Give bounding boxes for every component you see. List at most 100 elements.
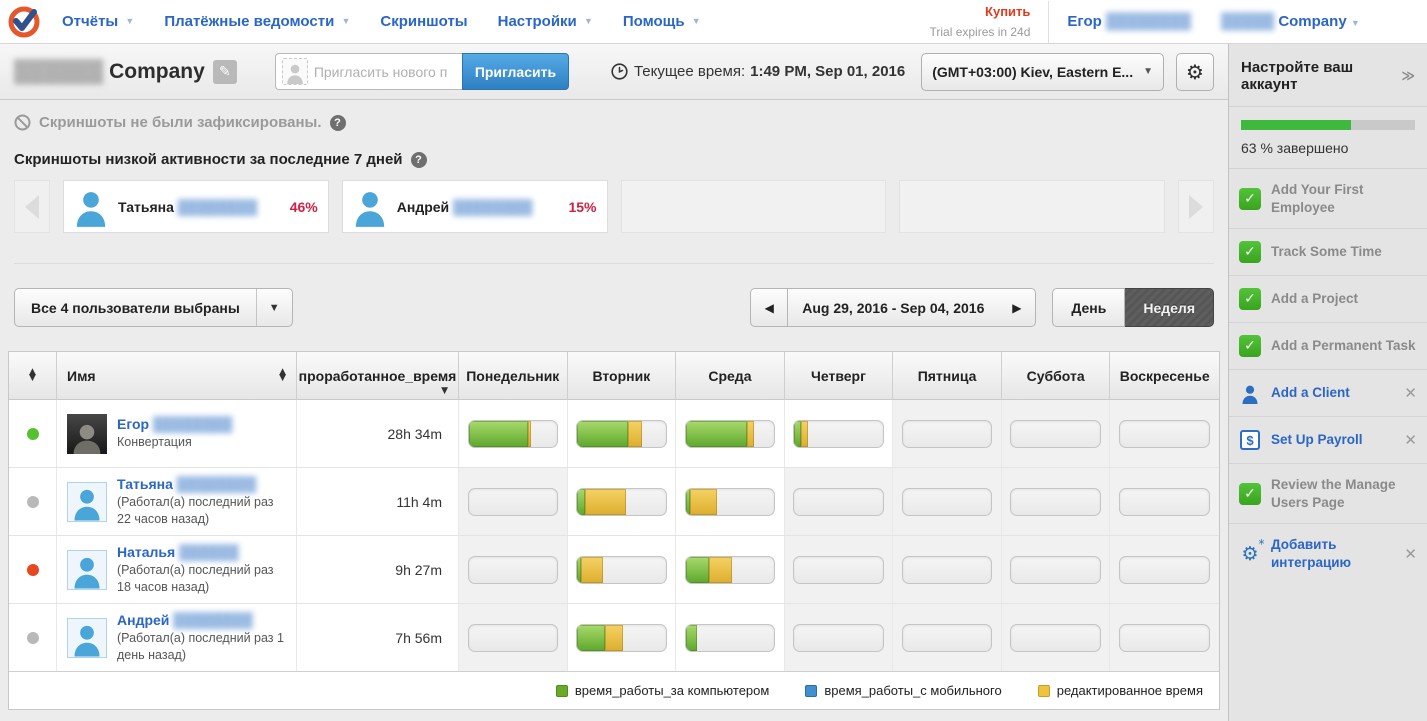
checklist-item[interactable]: Add a Client ✕ — [1229, 369, 1427, 416]
day-toggle-button[interactable]: День — [1052, 288, 1126, 327]
day-column-header[interactable]: Воскресенье — [1110, 352, 1219, 400]
status-cell — [9, 468, 57, 535]
date-range-label[interactable]: Aug 29, 2016 - Sep 04, 2016 — [788, 288, 999, 327]
checklist-link[interactable]: Set Up Payroll — [1271, 432, 1363, 448]
worked-time-cell: 11h 4m — [297, 468, 459, 535]
day-cell-empty — [784, 468, 894, 535]
day-cell — [676, 536, 785, 603]
carousel-prev-button[interactable] — [14, 180, 50, 233]
buy-link[interactable]: Купить — [985, 3, 1031, 19]
day-column-header[interactable]: Пятница — [893, 352, 1002, 400]
previous-period-button[interactable]: ◀ — [750, 288, 789, 327]
close-icon[interactable]: ✕ — [1404, 384, 1417, 403]
nav-item-Платёжные ведомости[interactable]: Платёжные ведомости ▼ — [164, 13, 351, 30]
time-bar[interactable] — [684, 623, 776, 652]
checklist-item[interactable]: $ Set Up Payroll ✕ — [1229, 416, 1427, 463]
nav-item-Отчёты[interactable]: Отчёты ▼ — [62, 13, 135, 30]
low-activity-carousel: Татьяна ████████ 46% Андрей ████████ 15% — [14, 180, 1214, 233]
empty-card — [899, 180, 1165, 233]
next-period-button[interactable]: ▶ — [998, 288, 1037, 327]
table-header: ▲ ▼ Имя ▲ ▼ проработанное_время ▼ Понедельник Вт… — [9, 352, 1219, 400]
day-column-header[interactable]: Среда — [676, 352, 785, 400]
filter-row: Все 4 пользователи выбраны ▼ ◀ Aug 29, 2… — [14, 263, 1214, 327]
current-time-value: 1:49 PM, Sep 01, 2016 — [750, 63, 906, 80]
main-content: ██████ Company ✎ Пригласить Текущее врем… — [0, 44, 1228, 721]
checklist-label: Review the Manage Users Page — [1271, 477, 1396, 510]
time-bar[interactable] — [793, 419, 884, 448]
edited-time-segment — [746, 420, 754, 447]
time-bar[interactable] — [684, 555, 776, 584]
time-bar[interactable] — [467, 419, 558, 448]
low-activity-card[interactable]: Татьяна ████████ 46% — [63, 180, 329, 233]
edit-company-button[interactable]: ✎ — [212, 59, 237, 84]
nav-item-Скриншоты[interactable]: Скриншоты — [380, 13, 468, 30]
edited-time-segment — [690, 488, 717, 515]
user-link[interactable]: Андрей ████████ — [117, 612, 253, 629]
company-prefix-blurred: █████ — [1221, 13, 1275, 30]
time-bar[interactable] — [576, 487, 667, 516]
day-cell-empty — [1110, 400, 1219, 467]
collapse-sidebar-icon[interactable]: ≫ — [1401, 68, 1415, 84]
edited-time-segment — [585, 488, 626, 515]
nav-divider — [1048, 0, 1050, 43]
time-bar-empty — [901, 623, 993, 652]
low-activity-card[interactable]: Андрей ████████ 15% — [341, 180, 608, 233]
day-cell-empty — [784, 604, 894, 671]
carousel-next-button[interactable] — [1178, 180, 1214, 233]
time-bar-empty — [793, 623, 884, 652]
day-cell — [784, 400, 894, 467]
invite-button[interactable]: Пригласить — [461, 53, 570, 90]
users-filter-dropdown[interactable]: Все 4 пользователи выбраны ▼ — [14, 288, 293, 327]
computer-time-segment — [794, 420, 802, 447]
client-icon — [1239, 382, 1261, 404]
name-column-header[interactable]: Имя ▲ ▼ — [57, 352, 297, 400]
status-dot — [26, 495, 39, 508]
day-column-header[interactable]: Суббота — [1001, 352, 1111, 400]
computer-time-segment — [685, 420, 747, 447]
close-icon[interactable]: ✕ — [1404, 431, 1417, 450]
close-icon[interactable]: ✕ — [1404, 544, 1417, 563]
arrow-right-icon — [1189, 194, 1203, 219]
help-icon[interactable]: ? — [329, 114, 346, 131]
day-cell-empty — [893, 468, 1002, 535]
invite-email-input[interactable] — [313, 63, 456, 80]
week-toggle-button[interactable]: Неделя — [1125, 288, 1214, 327]
user-avatar-icon — [67, 617, 107, 658]
checklist-link[interactable]: Add a Client — [1271, 385, 1350, 401]
company-switcher-menu[interactable]: █████ Company ▼ — [1221, 13, 1360, 30]
user-link[interactable]: Татьяна ████████ — [117, 476, 257, 493]
user-avatar-icon — [353, 186, 387, 228]
app-logo-clock-icon[interactable] — [8, 6, 40, 38]
card-user-name: Татьяна ████████ — [118, 198, 258, 215]
check-icon: ✓ — [1239, 288, 1261, 311]
time-bar-empty — [1010, 555, 1101, 584]
user-link[interactable]: Егор ████████ — [117, 416, 233, 433]
check-icon: ✓ — [1239, 241, 1261, 264]
settings-gear-button[interactable]: ⚙ — [1176, 52, 1214, 91]
nav-item-Настройки[interactable]: Настройки ▼ — [497, 13, 593, 30]
status-column-header[interactable]: ▲ ▼ — [9, 352, 57, 400]
checklist-link[interactable]: Добавить интеграцию — [1271, 537, 1352, 570]
time-bar-empty — [1010, 419, 1101, 448]
legend-item: время_работы_за компьютером — [555, 683, 769, 698]
day-cell — [459, 400, 568, 467]
time-bar[interactable] — [576, 555, 667, 584]
checklist-item[interactable]: ⚙ * Добавить интеграцию ✕ — [1229, 523, 1427, 583]
day-column-header[interactable]: Понедельник — [459, 352, 568, 400]
day-column-header[interactable]: Вторник — [567, 352, 677, 400]
time-bar[interactable] — [684, 487, 776, 516]
user-link[interactable]: Наталья ██████ — [117, 544, 239, 561]
time-bar[interactable] — [576, 623, 667, 652]
timezone-select[interactable]: (GMT+03:00) Kiev, Eastern E... ▼ — [921, 52, 1164, 91]
time-bar[interactable] — [684, 419, 776, 448]
user-cell: Андрей ████████ (Работал(а) последний раз… — [57, 604, 297, 671]
day-column-header[interactable]: Четверг — [784, 352, 894, 400]
help-icon[interactable]: ? — [410, 151, 427, 168]
checklist-item: ✓ Add a Project — [1229, 275, 1427, 322]
worked-time-column-header[interactable]: проработанное_время ▼ — [297, 352, 459, 400]
current-user-menu[interactable]: Егор ████████ — [1067, 13, 1191, 30]
time-bar[interactable] — [576, 419, 667, 448]
nav-item-Помощь[interactable]: Помощь ▼ — [622, 13, 701, 30]
status-cell — [9, 400, 57, 467]
main-menu: Отчёты ▼ Платёжные ведомости ▼ Скриншоты На… — [62, 13, 701, 30]
